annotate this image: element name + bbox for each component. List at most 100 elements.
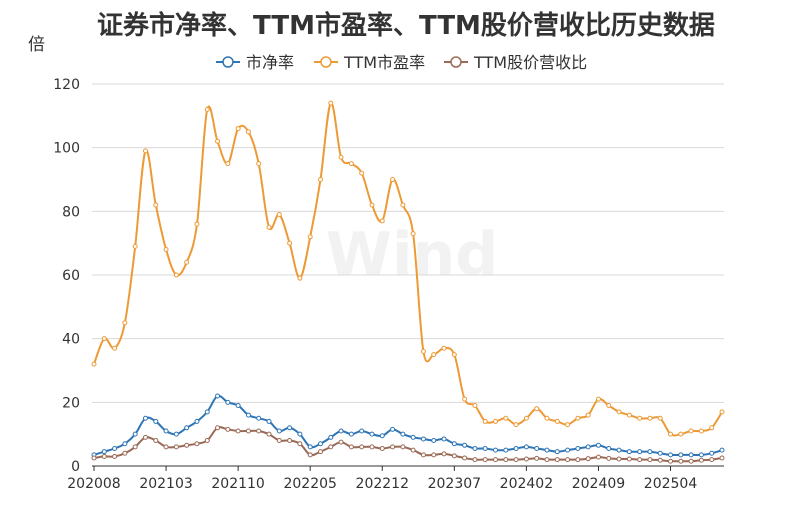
data-point — [204, 438, 210, 444]
data-point — [245, 412, 251, 418]
data-point — [153, 418, 159, 424]
y-tick-label: 80 — [62, 204, 80, 220]
data-point — [513, 445, 519, 451]
data-point — [719, 455, 725, 461]
y-tick-label: 40 — [62, 332, 80, 348]
data-point — [678, 431, 684, 437]
data-point — [245, 129, 251, 135]
legend-item[interactable]: TTM市盈率 — [314, 53, 425, 72]
data-point — [194, 441, 200, 447]
data-point — [534, 445, 540, 451]
x-tick-label: 202504 — [644, 476, 698, 492]
data-point — [688, 428, 694, 434]
data-point — [276, 212, 282, 218]
data-point — [142, 434, 148, 440]
data-point — [575, 415, 581, 421]
data-point — [585, 412, 591, 418]
data-point — [101, 336, 107, 342]
data-point — [369, 431, 375, 437]
y-tick-label: 20 — [62, 395, 80, 411]
data-point — [204, 106, 210, 112]
data-point — [606, 445, 612, 451]
data-point — [266, 431, 272, 437]
data-point — [184, 259, 190, 265]
data-point — [235, 403, 241, 409]
data-point — [369, 202, 375, 208]
data-point — [709, 457, 715, 463]
data-point — [163, 247, 169, 253]
data-point — [462, 455, 468, 461]
data-point — [565, 447, 571, 453]
data-point — [595, 454, 601, 460]
data-point — [595, 442, 601, 448]
data-point — [441, 345, 447, 351]
data-point — [534, 455, 540, 461]
series-1 — [91, 393, 725, 458]
data-point — [266, 224, 272, 230]
data-point — [626, 456, 632, 462]
data-point — [287, 425, 293, 431]
data-point — [698, 428, 704, 434]
data-point — [637, 457, 643, 463]
data-point — [379, 433, 385, 439]
legend-marker — [320, 56, 332, 68]
data-point — [554, 418, 560, 424]
legend-label: 市净率 — [246, 53, 294, 72]
data-point — [122, 320, 128, 326]
data-point — [173, 444, 179, 450]
data-point — [565, 457, 571, 463]
series-3 — [91, 425, 725, 464]
data-point — [184, 442, 190, 448]
data-point — [235, 126, 241, 132]
data-point — [637, 415, 643, 421]
data-point — [194, 221, 200, 227]
y-tick-label: 100 — [53, 141, 80, 157]
data-point — [688, 452, 694, 458]
data-point — [626, 449, 632, 455]
y-tick-label: 60 — [62, 268, 80, 284]
data-point — [390, 177, 396, 182]
data-point — [328, 100, 334, 106]
data-point — [575, 457, 581, 463]
data-point — [379, 218, 385, 224]
data-point — [513, 457, 519, 463]
data-point — [307, 234, 313, 240]
data-point — [122, 441, 128, 447]
data-point — [348, 431, 354, 437]
data-point — [215, 138, 221, 144]
data-point — [698, 452, 704, 458]
data-point — [616, 447, 622, 453]
chart-title: 证券市净率、TTM市盈率、TTM股价营收比历史数据 — [97, 10, 715, 41]
data-point — [153, 202, 159, 208]
data-point — [616, 456, 622, 462]
data-point — [544, 447, 550, 453]
data-point — [523, 444, 529, 450]
data-point — [534, 406, 540, 412]
data-point — [678, 458, 684, 464]
data-point — [256, 415, 262, 421]
data-point — [420, 452, 426, 458]
legend-item[interactable]: 市净率 — [216, 53, 294, 72]
data-point — [709, 450, 715, 456]
data-point — [359, 428, 365, 434]
data-point — [369, 444, 375, 450]
data-point — [585, 456, 591, 462]
data-point — [647, 457, 653, 463]
data-point — [678, 452, 684, 458]
data-point — [153, 438, 159, 444]
data-point — [225, 426, 231, 432]
data-point — [688, 458, 694, 464]
data-point — [225, 161, 231, 167]
data-point — [215, 393, 221, 399]
legend-item[interactable]: TTM股价营收比 — [444, 53, 587, 72]
data-point — [493, 418, 499, 424]
data-point — [585, 444, 591, 450]
data-point — [503, 447, 509, 453]
data-point — [256, 161, 262, 167]
data-point — [101, 449, 107, 455]
data-point — [410, 447, 416, 453]
data-point — [482, 457, 488, 463]
data-point — [668, 452, 674, 458]
data-point — [91, 361, 97, 367]
